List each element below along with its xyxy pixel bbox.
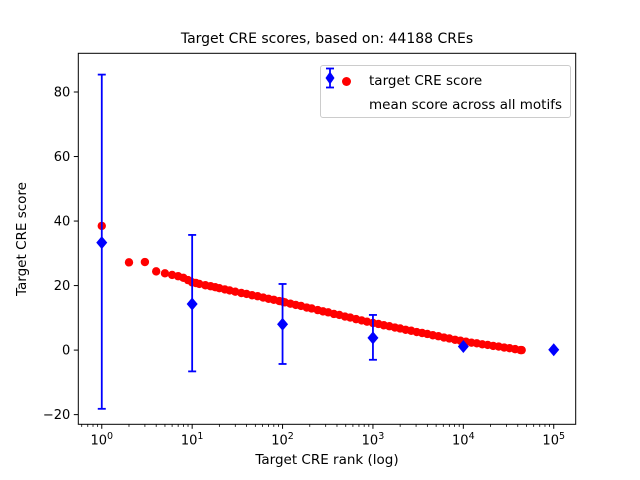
svg-text:103: 103 xyxy=(362,431,385,449)
x-axis-label: Target CRE rank (log) xyxy=(255,452,399,468)
svg-text:105: 105 xyxy=(542,431,565,449)
svg-text:0: 0 xyxy=(62,344,70,359)
svg-text:20: 20 xyxy=(54,279,71,294)
svg-text:102: 102 xyxy=(271,431,294,449)
blue-diamond-errorbar-marker-icon xyxy=(325,67,363,117)
svg-text:−20: −20 xyxy=(43,408,70,423)
legend-label-mean-score: mean score across all motifs xyxy=(369,97,563,113)
svg-text:60: 60 xyxy=(54,150,71,165)
svg-text:104: 104 xyxy=(452,431,475,449)
chart-title: Target CRE scores, based on: 44188 CREs xyxy=(180,31,474,47)
legend-item-mean-score: mean score across all motifs xyxy=(325,67,563,117)
legend-label-target-cre-score: target CRE score xyxy=(369,73,483,89)
svg-text:40: 40 xyxy=(54,215,71,230)
svg-text:101: 101 xyxy=(181,431,204,449)
y-axis-label: Target CRE score xyxy=(14,182,30,296)
legend-item-target-cre-score: target CRE score xyxy=(329,69,562,93)
legend: target CRE score mean score across all m… xyxy=(320,65,571,118)
svg-text:80: 80 xyxy=(54,86,71,101)
red-circle-marker-icon xyxy=(329,69,363,93)
svg-text:100: 100 xyxy=(90,431,113,449)
